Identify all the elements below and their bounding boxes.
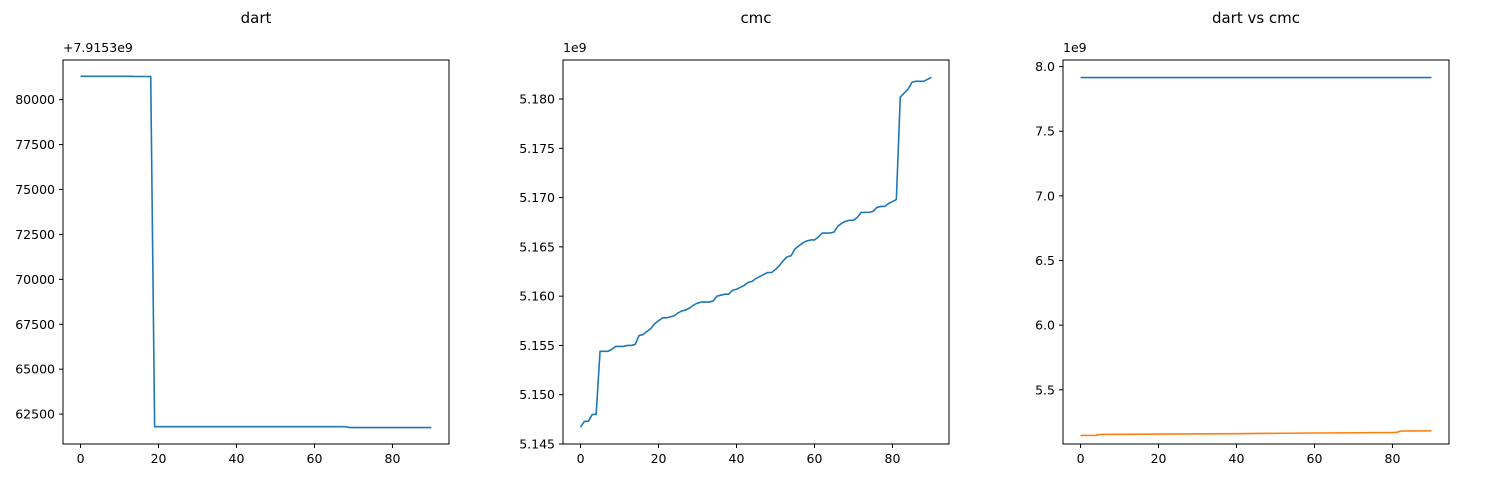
y-tick-label: 80000	[15, 92, 55, 107]
x-tick-label: 80	[1385, 451, 1401, 466]
y-tick-label: 7.0	[1035, 188, 1055, 203]
x-tick-label: 60	[307, 451, 323, 466]
y-tick-label: 7.5	[1035, 124, 1055, 139]
x-tick-label: 20	[1151, 451, 1167, 466]
y-offset-label: 1e9	[1063, 40, 1087, 55]
x-tick-label: 20	[151, 451, 167, 466]
y-tick-label: 5.170	[519, 190, 555, 205]
y-offset-label: +7.9153e9	[63, 40, 133, 55]
chart-panel-1: dart +7.9153e9 0 20 40 60 80 62500 65000 67500 700…	[15, 9, 450, 466]
plot-frame	[62, 59, 450, 445]
y-tick-label: 77500	[15, 137, 55, 152]
y-tick-label: 5.5	[1035, 382, 1055, 397]
chart-title: cmc	[740, 9, 771, 27]
x-tick-label: 40	[1229, 451, 1245, 466]
y-tick-label: 72500	[15, 227, 55, 242]
y-tick-label: 62500	[15, 407, 55, 422]
x-tick-label: 0	[1077, 451, 1085, 466]
y-tick-label: 6.5	[1035, 253, 1055, 268]
x-tick-label: 0	[77, 451, 85, 466]
y-tick-label: 65000	[15, 362, 55, 377]
series-line-2	[1080, 430, 1432, 437]
y-offset-label: 1e9	[563, 40, 587, 55]
series-line-1	[80, 75, 432, 429]
y-tick-label: 5.155	[519, 338, 555, 353]
chart-panel-3: dart vs cmc 1e9 0 20 40 60 80 5.5 6.0 6.5 7.0 7.5 8.…	[1035, 9, 1450, 466]
chart-title: dart	[241, 9, 272, 27]
x-tick-label: 60	[807, 451, 823, 466]
y-tick-label: 5.175	[519, 141, 555, 156]
y-tick-label: 5.160	[519, 289, 555, 304]
y-tick-label: 5.165	[519, 239, 555, 254]
y-tick-label: 5.180	[519, 92, 555, 107]
x-tick-label: 40	[729, 451, 745, 466]
x-tick-label: 80	[885, 451, 901, 466]
y-tick-label: 6.0	[1035, 318, 1055, 333]
chart-title: dart vs cmc	[1212, 9, 1300, 27]
chart-panel-2: cmc 1e9 0 20 40 60 80 5.145 5.150 5.155 5.160 5.165…	[519, 9, 950, 466]
y-tick-label: 67500	[15, 317, 55, 332]
y-tick-label: 5.145	[519, 437, 555, 452]
x-tick-label: 60	[1307, 451, 1323, 466]
plot-frame	[562, 59, 950, 445]
series-line-1	[579, 76, 932, 428]
x-tick-label: 0	[577, 451, 585, 466]
y-tick-label: 70000	[15, 272, 55, 287]
plot-frame	[1062, 59, 1450, 445]
y-tick-label: 5.150	[519, 387, 555, 402]
x-tick-label: 40	[229, 451, 245, 466]
x-tick-label: 20	[651, 451, 667, 466]
y-tick-label: 75000	[15, 182, 55, 197]
x-tick-label: 80	[385, 451, 401, 466]
y-tick-label: 8.0	[1035, 59, 1055, 74]
